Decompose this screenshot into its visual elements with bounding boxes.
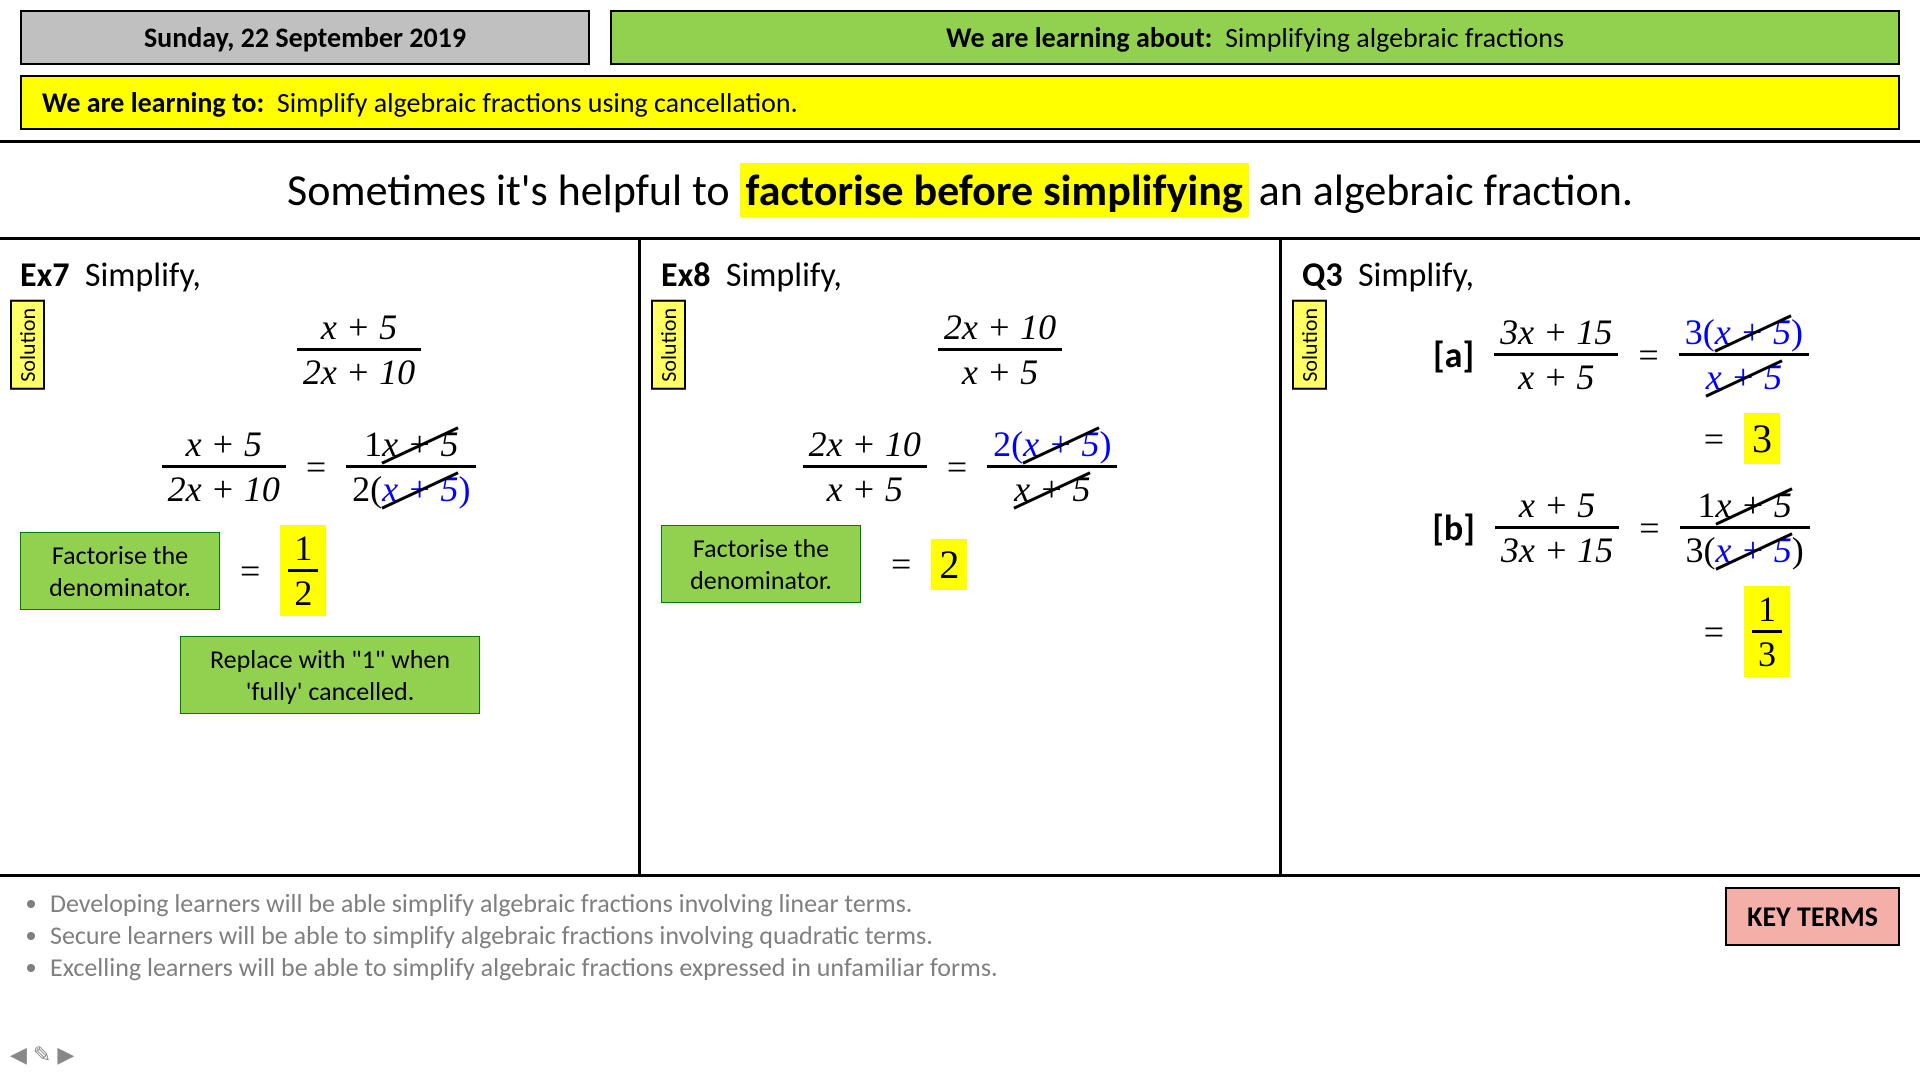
prev-icon[interactable]: ◀ — [10, 1041, 27, 1068]
ex8-rhs-num-2: 2( — [993, 424, 1023, 464]
ex7-rhs-num-1: 1 — [364, 424, 382, 464]
footer-bullets: Developing learners will be able simplif… — [20, 887, 1705, 983]
q3a-rhs-num-strike: x + 5 — [1715, 312, 1791, 352]
ex7-frac1: x + 5 2x + 10 — [100, 306, 618, 393]
col-q3: Q3 Simplify, Solution [a] 3x + 15 x + 5 … — [1279, 240, 1920, 874]
q3a-rhs-num-close: ) — [1791, 312, 1803, 352]
ex7-rhs-num-strike: x + 5 — [382, 424, 458, 464]
ex8-frac1-num: 2x + 10 — [944, 307, 1056, 347]
q3a-answer: 3 — [1744, 413, 1780, 464]
q3a-lhs-den: x + 5 — [1518, 357, 1594, 397]
q3b-answer: 1 3 — [1744, 586, 1790, 677]
learning-about-text: Simplifying algebraic fractions — [1225, 20, 1564, 55]
q3a-rhs-den-strike: x + 5 — [1706, 357, 1782, 397]
ex8-step-lhs-den: x + 5 — [827, 469, 903, 509]
q3b-label: [b] — [1432, 506, 1475, 550]
ex8-frac1-den: x + 5 — [962, 352, 1038, 392]
q3b-rhs-den-close: ) — [1792, 530, 1804, 570]
ex7-frac1-den: 2x + 10 — [303, 352, 415, 392]
equals-sign: = — [306, 446, 326, 488]
ex7-note2: Replace with "1" when 'fully' cancelled. — [180, 636, 480, 714]
intro-sentence: Sometimes it's helpful to factorise befo… — [0, 143, 1920, 237]
col-ex7: Ex7 Simplify, Solution x + 5 2x + 10 x +… — [0, 240, 638, 874]
q3b-lhs-num: x + 5 — [1519, 485, 1595, 525]
ex7-step: x + 5 2x + 10 = 1x + 5 2(x + 5) — [20, 423, 618, 510]
ex8-title-bold: Ex8 — [661, 255, 710, 296]
q3a-row: [a] 3x + 15 x + 5 = 3(x + 5) x + 5 — [1342, 311, 1900, 398]
ex8-frac1: 2x + 10 x + 5 — [741, 306, 1259, 393]
ex8-title-rest: Simplify, — [726, 255, 842, 296]
q3b-rhs-num-1: 1 — [1698, 485, 1716, 525]
ex7-title-rest: Simplify, — [85, 255, 201, 296]
next-icon[interactable]: ▶ — [57, 1041, 74, 1068]
ex8-title: Ex8 Simplify, — [661, 255, 1259, 296]
bullet-2: Secure learners will be able to simplify… — [50, 919, 1705, 951]
ex8-answer: 2 — [931, 539, 967, 590]
examples-row: Ex7 Simplify, Solution x + 5 2x + 10 x +… — [0, 237, 1920, 877]
ex7-answer: 1 2 — [280, 525, 326, 616]
equals-sign: = — [891, 543, 911, 585]
ex8-rhs-num-strike: x + 5 — [1023, 424, 1099, 464]
solution-tab-ex7[interactable]: Solution — [10, 300, 45, 390]
ex8-step: 2x + 10 x + 5 = 2(x + 5) x + 5 — [661, 423, 1259, 510]
ex8-step-lhs-num: 2x + 10 — [809, 424, 921, 464]
equals-sign: = — [947, 446, 967, 488]
ex7-frac1-num: x + 5 — [321, 307, 397, 347]
pen-icon[interactable]: ✎ — [33, 1041, 51, 1068]
q3b-ans: = 1 3 — [1302, 586, 1900, 677]
q3-title: Q3 Simplify, — [1302, 255, 1900, 296]
q3b-row: [b] x + 5 3x + 15 = 1x + 5 3(x + 5) — [1342, 484, 1900, 571]
q3a-label: [a] — [1433, 333, 1474, 377]
col-ex8: Ex8 Simplify, Solution 2x + 10 x + 5 2x … — [638, 240, 1279, 874]
key-terms-button[interactable]: KEY TERMS — [1725, 887, 1900, 946]
intro-post: an algebraic fraction. — [1259, 163, 1633, 217]
q3a-rhs-num-3: 3( — [1685, 312, 1715, 352]
ex7-step-lhs-num: x + 5 — [186, 424, 262, 464]
ex7-note1: Factorise the denominator. — [20, 532, 220, 610]
learning-to-box: We are learning to: Simplify algebraic f… — [20, 75, 1900, 130]
learning-to-text: Simplify algebraic fractions using cance… — [277, 85, 798, 120]
date-box: Sunday, 22 September 2019 — [20, 10, 590, 65]
ex8-note1: Factorise the denominator. — [661, 525, 861, 603]
ex7-rhs-den-2: 2( — [352, 469, 382, 509]
bullet-1: Developing learners will be able simplif… — [50, 887, 1705, 919]
equals-sign: = — [240, 550, 260, 592]
learning-about-label: We are learning about: — [946, 20, 1212, 55]
ex7-rhs-den-strike: x + 5 — [382, 469, 458, 509]
footer-row: Developing learners will be able simplif… — [0, 877, 1920, 993]
q3b-rhs-den-strike: x + 5 — [1716, 530, 1792, 570]
solution-tab-ex8[interactable]: Solution — [651, 300, 686, 390]
ex8-rhs-den-strike: x + 5 — [1014, 469, 1090, 509]
ex7-step-lhs-den: 2x + 10 — [168, 469, 280, 509]
q3b-ans-den: 3 — [1752, 633, 1782, 675]
ex8-rhs-num-close: ) — [1099, 424, 1111, 464]
q3b-rhs-num-strike: x + 5 — [1716, 485, 1792, 525]
q3b-ans-num: 1 — [1752, 588, 1782, 633]
equals-sign: = — [1704, 611, 1724, 653]
bullet-3: Excelling learners will be able to simpl… — [50, 951, 1705, 983]
ex7-title: Ex7 Simplify, — [20, 255, 618, 296]
intro-highlight: factorise before simplifying — [740, 163, 1249, 217]
q3a-ans: = 3 — [1302, 413, 1900, 464]
header-row: Sunday, 22 September 2019 We are learnin… — [0, 0, 1920, 70]
solution-tab-q3[interactable]: Solution — [1292, 300, 1327, 390]
q3b-rhs-den-3: 3( — [1686, 530, 1716, 570]
equals-sign: = — [1639, 507, 1659, 549]
q3-title-rest: Simplify, — [1358, 255, 1474, 296]
equals-sign: = — [1704, 418, 1724, 460]
q3a-lhs-num: 3x + 15 — [1500, 312, 1612, 352]
q3b-lhs-den: 3x + 15 — [1501, 530, 1613, 570]
nav-icons: ◀ ✎ ▶ — [10, 1041, 74, 1068]
intro-pre: Sometimes it's helpful to — [287, 163, 740, 217]
learning-to-label: We are learning to: — [42, 85, 264, 120]
equals-sign: = — [1638, 334, 1658, 376]
ex7-rhs-den-close: ) — [458, 469, 470, 509]
ex7-ans-den: 2 — [288, 572, 318, 614]
ex7-ans-num: 1 — [288, 527, 318, 572]
learning-about-box: We are learning about: Simplifying algeb… — [610, 10, 1900, 65]
ex7-title-bold: Ex7 — [20, 255, 69, 296]
q3-title-bold: Q3 — [1302, 255, 1343, 296]
